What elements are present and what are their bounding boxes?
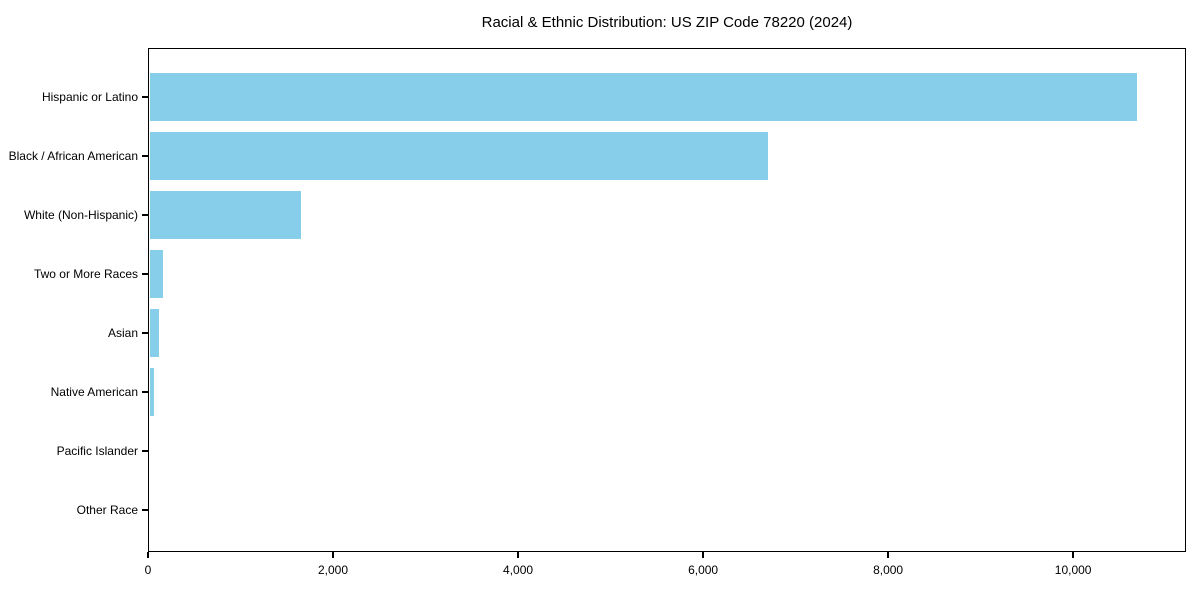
bar-black-african-american <box>149 132 769 180</box>
x-tick-mark <box>887 552 889 558</box>
y-tick-mark <box>142 391 148 393</box>
x-tick-mark <box>147 552 149 558</box>
y-tick-label-other-race: Other Race <box>76 502 138 517</box>
y-tick-label-native-american: Native American <box>50 384 138 399</box>
y-tick-mark <box>142 214 148 216</box>
y-tick-label-pacific-islander: Pacific Islander <box>56 443 138 458</box>
y-tick-mark <box>142 332 148 334</box>
x-tick-label-4000: 4,000 <box>503 563 534 577</box>
y-tick-mark <box>142 273 148 275</box>
y-tick-mark <box>142 96 148 98</box>
x-tick-mark <box>1072 552 1074 558</box>
x-tick-label-0: 0 <box>144 563 152 577</box>
y-tick-label-white-non-hispanic: White (Non-Hispanic) <box>23 207 138 222</box>
y-tick-label-hispanic-or-latino: Hispanic or Latino <box>41 89 138 104</box>
x-tick-label-2000: 2,000 <box>318 563 349 577</box>
y-tick-mark <box>142 450 148 452</box>
x-tick-mark <box>517 552 519 558</box>
y-tick-label-asian: Asian <box>107 325 138 340</box>
x-tick-label-10000: 10,000 <box>1054 563 1092 577</box>
y-tick-mark <box>142 509 148 511</box>
x-tick-label-6000: 6,000 <box>688 563 719 577</box>
x-tick-mark <box>332 552 334 558</box>
bar-hispanic-or-latino <box>149 73 1137 121</box>
y-tick-label-black-african-american: Black / African American <box>8 148 138 163</box>
x-tick-mark <box>702 552 704 558</box>
bar-white-non-hispanic <box>149 191 302 239</box>
y-tick-label-two-or-more-races: Two or More Races <box>33 266 138 281</box>
y-tick-mark <box>142 155 148 157</box>
bar-two-or-more-races <box>149 250 164 298</box>
chart-title: Racial & Ethnic Distribution: US ZIP Cod… <box>481 14 853 31</box>
x-tick-label-8000: 8,000 <box>873 563 904 577</box>
bar-native-american <box>149 368 154 416</box>
bar-asian <box>149 309 160 357</box>
plot-area <box>148 48 1186 552</box>
